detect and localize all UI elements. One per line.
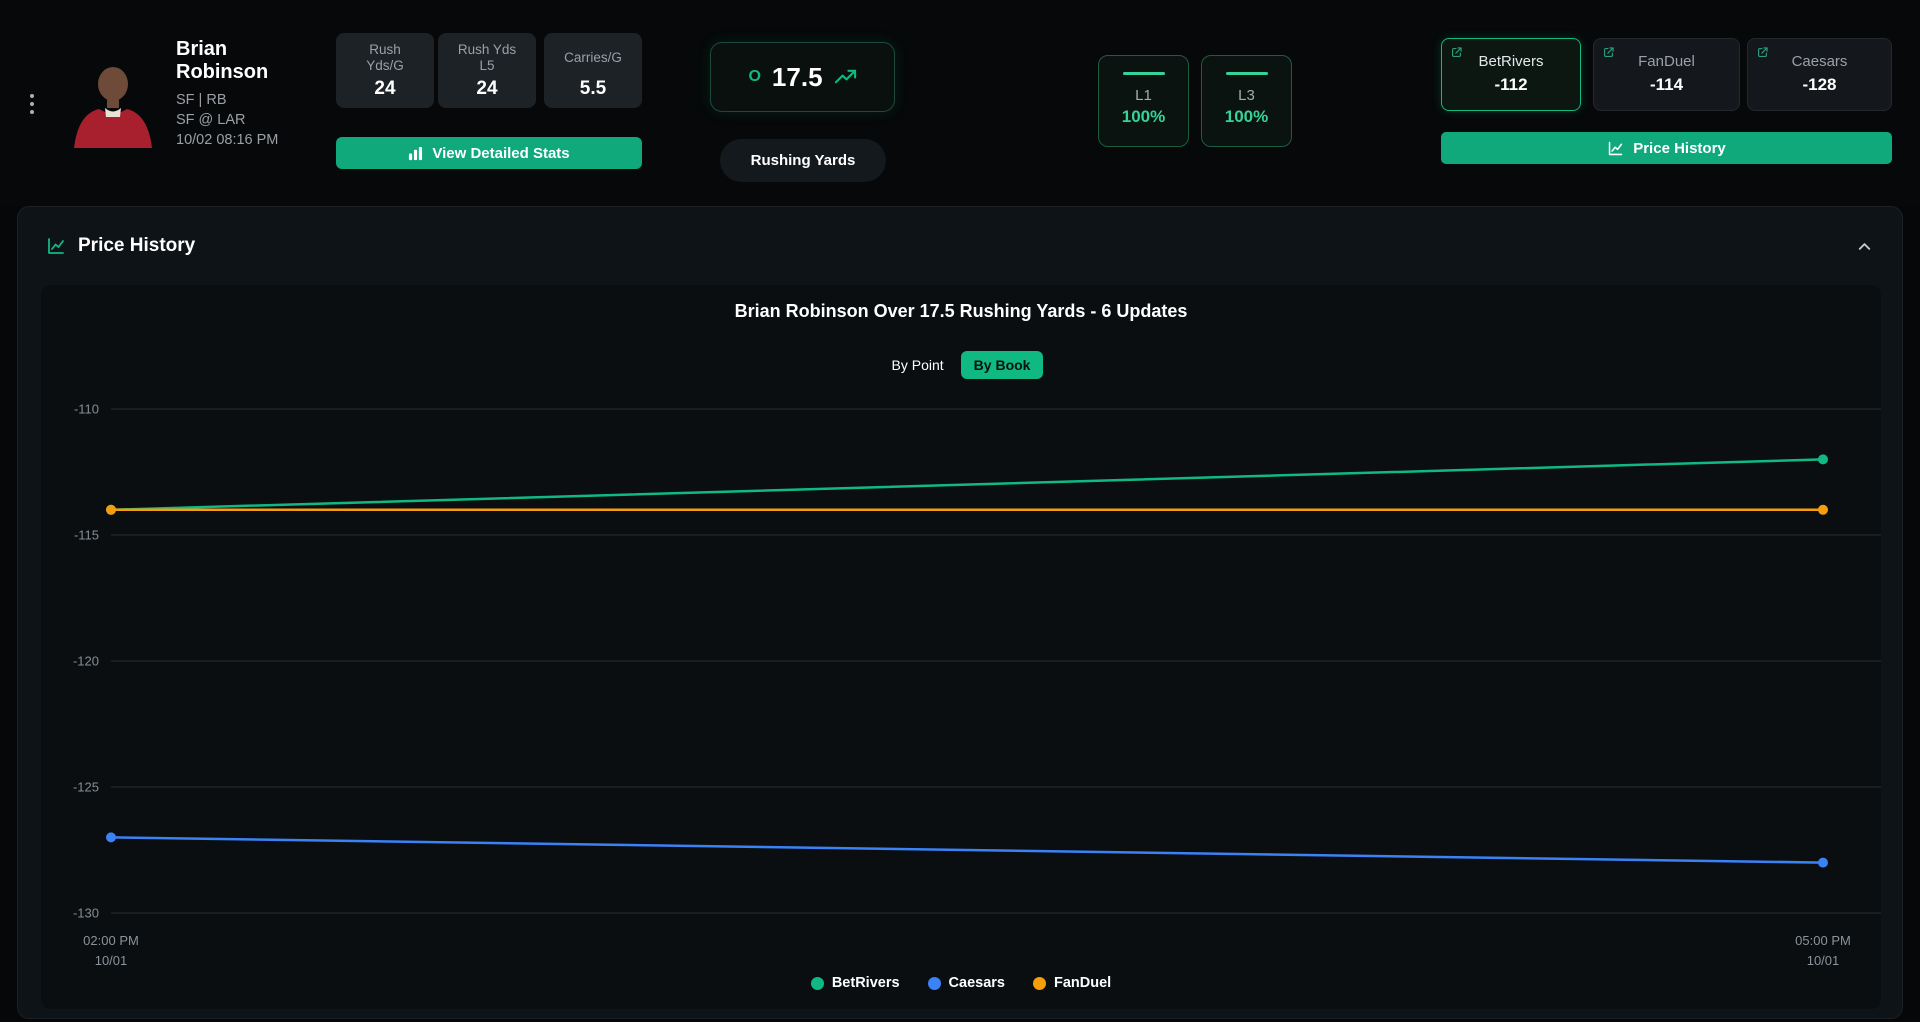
- legend-item-fanduel[interactable]: FanDuel: [1032, 975, 1112, 991]
- player-avatar: [66, 54, 160, 148]
- line-chart-icon: [46, 236, 66, 256]
- svg-text:-130: -130: [73, 906, 99, 921]
- view-detailed-stats-button[interactable]: View Detailed Stats: [336, 137, 642, 169]
- legend-item-caesars[interactable]: Caesars: [927, 975, 1005, 991]
- external-link-icon[interactable]: [1602, 46, 1615, 64]
- x-axis-date: 10/01: [1806, 953, 1840, 968]
- stat-value: 5.5: [579, 78, 607, 99]
- book-card-fanduel[interactable]: FanDuel -114: [1593, 38, 1740, 111]
- panel-title: Price History: [78, 235, 196, 256]
- view-detailed-stats-label: View Detailed Stats: [432, 144, 570, 162]
- top-bar: Brian Robinson SF | RB SF @ LAR 10/02 08…: [0, 0, 1920, 206]
- player-info: Brian Robinson SF | RB SF @ LAR 10/02 08…: [176, 38, 301, 150]
- stat-card-rush-yds-l5: Rush Yds L5 24: [438, 33, 536, 108]
- book-card-betrivers[interactable]: BetRivers -112: [1441, 38, 1581, 111]
- kebab-dot: [30, 94, 34, 98]
- stat-label: Carries/G: [564, 50, 622, 65]
- game-datetime: 10/02 08:16 PM: [176, 132, 279, 148]
- hit-rate-card-l1: L1 100%: [1098, 55, 1189, 147]
- stat-card-rush-yds-g: Rush Yds/G 24: [336, 33, 434, 108]
- stat-value: 24: [476, 78, 498, 99]
- book-odds: -112: [1494, 75, 1528, 94]
- book-name: FanDuel: [1638, 53, 1695, 70]
- legend-item-betrivers[interactable]: BetRivers: [810, 975, 900, 991]
- hit-rate-label: L3: [1238, 87, 1255, 104]
- price-history-button-label: Price History: [1633, 139, 1726, 157]
- chevron-up-icon: [1858, 242, 1871, 250]
- sparkline: [1122, 72, 1165, 75]
- book-odds: -128: [1802, 75, 1837, 94]
- chart-legend: BetRivers Caesars FanDuel: [41, 975, 1881, 991]
- stat-label: Rush Yds/G: [366, 42, 404, 73]
- bar-chart-icon: [408, 146, 423, 161]
- stat-card-carries-g: Carries/G 5.5: [544, 33, 642, 108]
- svg-text:-125: -125: [73, 780, 99, 795]
- chart-card: Brian Robinson Over 17.5 Rushing Yards -…: [41, 285, 1881, 1009]
- stat-value: 24: [374, 78, 396, 99]
- chart-svg: -110 -115 -120 -125 -130: [73, 402, 1881, 921]
- svg-text:-110: -110: [74, 402, 99, 417]
- x-axis-label-end: 05:00 PM 10/01: [1795, 931, 1851, 971]
- kebab-menu-button[interactable]: [26, 86, 38, 122]
- toggle-by-point[interactable]: By Point: [891, 357, 944, 373]
- hit-rate-label: L1: [1135, 87, 1152, 104]
- x-axis-label-start: 02:00 PM 10/01: [83, 931, 139, 971]
- line-odds-box[interactable]: O 17.5: [710, 42, 895, 112]
- legend-label: Caesars: [948, 975, 1005, 991]
- hit-rate-card-l3: L3 100%: [1201, 55, 1292, 147]
- stat-label: Rush Yds L5: [457, 42, 517, 73]
- book-name: Caesars: [1791, 53, 1848, 70]
- legend-dot: [810, 976, 824, 990]
- external-link-icon[interactable]: [1450, 46, 1463, 64]
- chart-view-toggle: By Point By Book: [41, 351, 1881, 379]
- over-indicator: O: [748, 68, 761, 85]
- kebab-dot: [30, 102, 34, 106]
- collapse-panel-button[interactable]: [1855, 237, 1874, 256]
- price-history-chart: -110 -115 -120 -125 -130: [41, 385, 1881, 933]
- legend-label: FanDuel: [1053, 975, 1112, 991]
- toggle-by-book[interactable]: By Book: [960, 351, 1044, 379]
- book-card-caesars[interactable]: Caesars -128: [1747, 38, 1892, 111]
- market-pill: Rushing Yards: [720, 139, 886, 182]
- x-axis-date: 10/01: [94, 953, 128, 968]
- player-name: Brian Robinson: [176, 38, 269, 83]
- legend-dot: [1032, 976, 1046, 990]
- book-odds: -114: [1649, 75, 1684, 94]
- legend-label: BetRivers: [831, 975, 900, 991]
- line-value: 17.5: [771, 61, 823, 92]
- price-history-button[interactable]: Price History: [1441, 132, 1892, 164]
- book-name: BetRivers: [1478, 53, 1544, 70]
- kebab-dot: [30, 110, 34, 114]
- player-matchup: SF @ LAR: [176, 112, 246, 128]
- svg-text:-120: -120: [73, 654, 99, 669]
- line-chart-icon: [1607, 140, 1624, 157]
- chart-title: Brian Robinson Over 17.5 Rushing Yards -…: [734, 301, 1188, 321]
- sparkline: [1225, 72, 1268, 75]
- hit-rate-value: 100%: [1121, 107, 1166, 126]
- price-history-panel: Price History Brian Robinson Over 17.5 R…: [17, 206, 1903, 1019]
- external-link-icon[interactable]: [1756, 46, 1769, 64]
- trending-up-icon: [834, 66, 857, 89]
- player-avatar-image: [74, 67, 152, 148]
- x-axis-time: 05:00 PM: [1795, 933, 1851, 948]
- svg-text:-115: -115: [74, 528, 99, 543]
- x-axis-time: 02:00 PM: [83, 933, 139, 948]
- player-team-position: SF | RB: [176, 92, 227, 108]
- legend-dot: [927, 976, 941, 990]
- hit-rate-value: 100%: [1224, 107, 1269, 126]
- panel-header: Price History: [18, 207, 1902, 285]
